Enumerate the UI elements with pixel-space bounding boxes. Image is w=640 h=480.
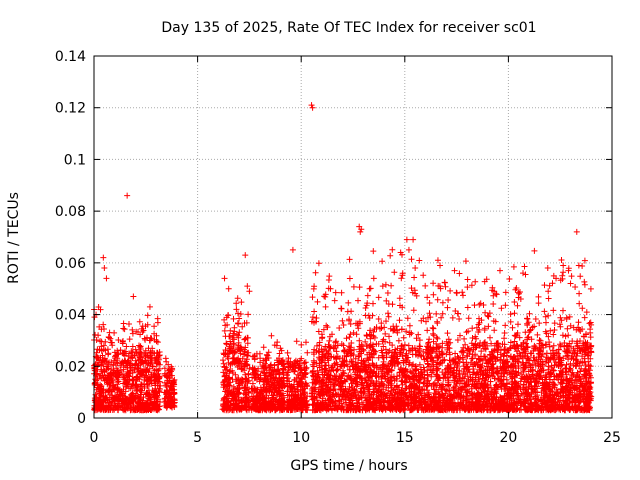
outlier-point xyxy=(358,226,365,233)
outlier-point xyxy=(366,285,373,292)
outlier-point xyxy=(405,246,412,253)
outlier-point xyxy=(553,275,560,282)
y-tick-label: 0.12 xyxy=(55,101,86,117)
outlier-point xyxy=(517,296,524,303)
outlier-point xyxy=(246,288,253,295)
outlier-point xyxy=(100,254,107,261)
outlier-point xyxy=(308,102,315,109)
outlier-point xyxy=(567,280,574,287)
y-tick-label: 0 xyxy=(77,411,86,427)
y-tick-label: 0.14 xyxy=(55,49,86,65)
outlier-point xyxy=(565,267,572,274)
outlier-point xyxy=(410,236,417,243)
outlier-point xyxy=(357,228,364,235)
outlier-point xyxy=(399,270,406,277)
outlier-point xyxy=(289,246,296,253)
outlier-point xyxy=(575,262,582,269)
x-tick-label: 5 xyxy=(193,430,202,446)
y-tick-label: 0.06 xyxy=(55,256,86,272)
outlier-point xyxy=(544,265,551,272)
outlier-point xyxy=(103,275,110,282)
outlier-point xyxy=(492,290,499,297)
scatter-markers xyxy=(91,246,595,414)
outlier-point xyxy=(101,265,108,272)
y-tick-label: 0.04 xyxy=(55,308,86,324)
outlier-point xyxy=(412,265,419,272)
x-tick-label: 0 xyxy=(90,430,99,446)
outlier-point xyxy=(221,275,228,282)
outlier-point xyxy=(146,303,153,310)
outlier-point xyxy=(244,283,251,290)
outlier-point xyxy=(451,267,458,274)
data-points xyxy=(91,102,595,414)
x-tick-label: 20 xyxy=(499,430,517,446)
x-tick-label: 25 xyxy=(603,430,621,446)
y-axis-label: ROTI / TECUs xyxy=(6,192,22,284)
outlier-point xyxy=(403,236,410,243)
outlier-point xyxy=(124,192,131,199)
outlier-point xyxy=(309,104,316,111)
chart-title: Day 135 of 2025, Rate Of TEC Index for r… xyxy=(161,20,536,36)
outlier-point xyxy=(242,252,249,259)
y-tick-label: 0.02 xyxy=(55,359,86,375)
outlier-point xyxy=(434,257,441,264)
axis-ticks: 0 5 10 15 20 25 0 0.02 0.04 0.06 0.08 0.1 0.12 0.14 xyxy=(55,49,621,446)
outlier-point xyxy=(437,262,444,269)
x-tick-label: 10 xyxy=(292,430,310,446)
grid-lines xyxy=(94,56,612,418)
outlier-point xyxy=(397,249,404,256)
y-tick-label: 0.1 xyxy=(64,152,86,168)
outlier-point xyxy=(573,228,580,235)
x-tick-label: 15 xyxy=(396,430,414,446)
outlier-point xyxy=(225,285,232,292)
outlier-point xyxy=(130,293,137,300)
y-tick-label: 0.08 xyxy=(55,204,86,220)
outlier-point xyxy=(559,272,566,279)
plot-frame xyxy=(93,55,613,419)
x-axis-label: GPS time / hours xyxy=(290,458,407,474)
